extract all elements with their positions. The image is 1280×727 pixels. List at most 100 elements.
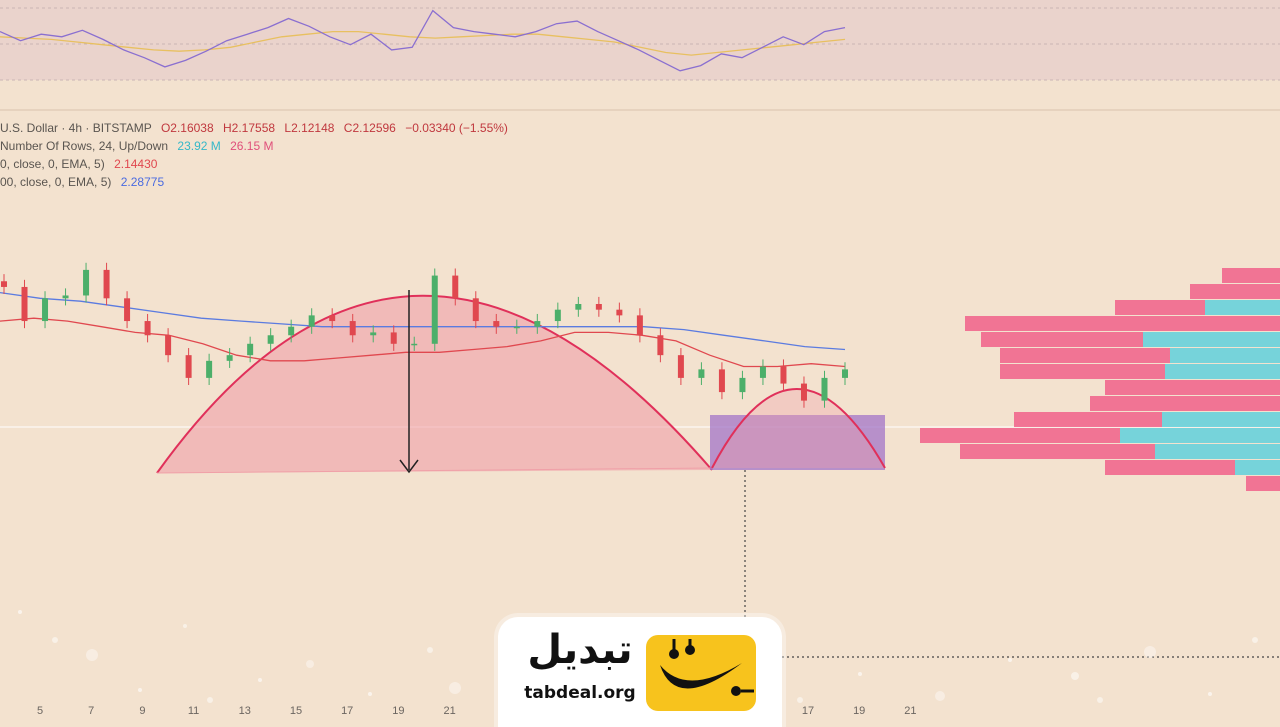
volume-profile-layer <box>920 268 1280 491</box>
vp-bar-down <box>965 316 1280 331</box>
x-axis: 579111315171921579111315171921 <box>37 705 917 717</box>
candle-body <box>452 275 459 299</box>
candle-body <box>780 366 787 384</box>
ohlc-open: O2.16038 <box>160 121 214 135</box>
candle-body <box>431 275 438 344</box>
candle-body <box>165 335 172 356</box>
vp-up-value: 23.92 M <box>177 139 221 153</box>
candle-body <box>718 369 725 393</box>
vp-bar-down <box>1105 380 1280 395</box>
candle-body <box>267 335 274 344</box>
cup-pattern-left <box>157 295 712 473</box>
rsi-ma-line <box>0 30 846 56</box>
vp-bar-down <box>960 444 1155 459</box>
vp-bar-up <box>1120 428 1280 443</box>
candle-body <box>842 369 848 378</box>
x-tick-label: 5 <box>37 705 43 717</box>
rsi-pane-band <box>0 0 1280 80</box>
candle-body <box>185 355 192 378</box>
vp-name: Number Of Rows, 24, Up/Down <box>0 139 169 153</box>
candle-body <box>206 360 213 378</box>
candle-body <box>390 332 397 344</box>
candle-body <box>370 332 377 336</box>
candle-body <box>759 366 766 378</box>
x-tick-label: 11 <box>188 705 199 717</box>
ema-fast-name: 0, close, 0, EMA, 5) <box>0 157 105 171</box>
x-tick-label: 21 <box>443 705 455 717</box>
candle-body <box>821 377 828 401</box>
candle-body <box>247 343 254 356</box>
candle-body <box>288 326 295 336</box>
candle-body <box>349 321 356 336</box>
tabdeal-smile-icon <box>646 635 756 711</box>
vp-bar-up <box>1143 332 1280 347</box>
candle-body <box>493 321 500 327</box>
x-tick-label: 17 <box>341 705 353 717</box>
ema-slow-line <box>0 291 846 351</box>
vp-bar-down <box>1115 300 1205 315</box>
candle-body <box>308 315 315 327</box>
sparkle-decoration <box>18 610 1258 703</box>
x-tick-label: 21 <box>904 705 916 717</box>
candle-body <box>329 315 336 322</box>
candle-layer <box>1 262 848 408</box>
candle-body <box>575 304 582 310</box>
logo-text-en: tabdeal.org <box>524 683 636 703</box>
vp-bar-up <box>1165 364 1280 379</box>
legend-symbol-row: U.S. Dollar · 4h · BITSTAMP O2.16038 H2.… <box>0 119 508 137</box>
legend-ema-slow-row: 00, close, 0, EMA, 5) 2.28775 <box>0 173 508 191</box>
candle-body <box>1 281 7 287</box>
candle-body <box>616 309 623 316</box>
ema-fast-line <box>0 317 846 368</box>
vp-bar-down <box>1000 364 1165 379</box>
x-tick-label: 15 <box>290 705 302 717</box>
logo-text-fa: تبدیل <box>527 627 633 673</box>
vp-bar-down <box>1222 268 1280 283</box>
tabdeal-logo-card[interactable]: تبدیل tabdeal.org <box>498 617 782 727</box>
x-tick-label: 17 <box>802 705 814 717</box>
x-tick-label: 19 <box>392 705 404 717</box>
vp-bar-down <box>1090 396 1280 411</box>
ohlc-close: C2.12596 <box>343 121 396 135</box>
ema-layer <box>0 291 846 368</box>
rsi-layer <box>0 9 846 72</box>
target-arrow-head <box>399 459 419 474</box>
candle-body <box>657 335 664 356</box>
vp-bar-down <box>1190 284 1280 299</box>
rsi-line <box>0 9 846 72</box>
candle-body <box>698 369 705 378</box>
candle-body <box>534 321 541 327</box>
cup-arc-left <box>156 294 713 474</box>
ema-slow-value: 2.28775 <box>120 175 165 189</box>
ohlc-low: L2.12148 <box>284 121 335 135</box>
legend-ema-fast-row: 0, close, 0, EMA, 5) 2.14430 <box>0 155 508 173</box>
ohlc-change: −0.03340 (−1.55%) <box>405 121 508 135</box>
candle-body <box>513 326 520 329</box>
vp-bar-up <box>1155 444 1280 459</box>
legend-volume-profile-row: Number Of Rows, 24, Up/Down 23.92 M 26.1… <box>0 137 508 155</box>
candle-body <box>226 355 233 361</box>
vp-bar-up <box>1205 300 1280 315</box>
vp-down-value: 26.15 M <box>230 139 274 153</box>
candle-body <box>636 315 643 336</box>
x-tick-label: 13 <box>239 705 251 717</box>
candle-body <box>103 269 110 299</box>
vp-bar-down <box>981 332 1143 347</box>
ohlc-high: H2.17558 <box>223 121 276 135</box>
x-tick-label: 19 <box>853 705 865 717</box>
candle-body <box>62 295 69 299</box>
vp-bar-down <box>1246 476 1280 491</box>
x-tick-label: 7 <box>88 705 94 717</box>
candle-body <box>739 377 746 393</box>
ema-slow-name: 00, close, 0, EMA, 5) <box>0 175 112 189</box>
candle-body <box>472 298 479 322</box>
chart-legend: U.S. Dollar · 4h · BITSTAMP O2.16038 H2.… <box>0 119 508 191</box>
vp-bar-up <box>1162 412 1280 427</box>
candle-body <box>124 298 131 322</box>
candle-body <box>411 343 418 346</box>
vp-bar-down <box>920 428 1120 443</box>
candle-body <box>800 383 807 401</box>
vp-bar-down <box>1014 412 1162 427</box>
candle-body <box>21 286 28 322</box>
